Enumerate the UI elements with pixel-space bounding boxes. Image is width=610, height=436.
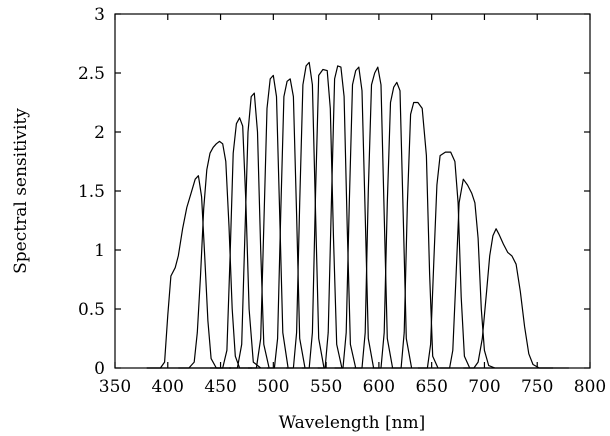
plot-frame	[114, 13, 591, 369]
series-line-16	[463, 228, 554, 369]
series-line-11	[353, 66, 394, 369]
series-line-12	[372, 81, 413, 369]
x-axis-ticks: 350 400 450 500 550 600 650 700 750 800	[99, 14, 606, 397]
series-line-10	[334, 66, 375, 369]
y-tick-label: 0.5	[78, 300, 105, 320]
y-tick-label: 2	[94, 123, 105, 143]
x-tick-label: 500	[257, 377, 289, 397]
x-tick-label: 600	[363, 377, 395, 397]
x-tick-label: 750	[521, 377, 553, 397]
series-line-6	[267, 78, 306, 369]
series-line-1	[146, 175, 232, 369]
x-tick-label: 400	[152, 377, 184, 397]
x-axis-label: Wavelength [nm]	[279, 413, 426, 433]
x-tick-label: 650	[415, 377, 447, 397]
x-tick-label: 800	[574, 377, 606, 397]
x-tick-label: 550	[310, 377, 342, 397]
series-line-3	[210, 117, 262, 369]
series-line-2	[178, 140, 253, 369]
series-line-7	[286, 61, 325, 369]
y-tick-label: 1.5	[78, 182, 105, 202]
y-axis-label: Spectral sensitivity	[11, 108, 31, 274]
y-tick-label: 2.5	[78, 64, 105, 84]
x-tick-label: 450	[204, 377, 236, 397]
series-line-15	[440, 178, 496, 369]
y-axis-ticks: 0 0.5 1 1.5 2 2.5 3	[78, 5, 590, 379]
series-line-9	[317, 65, 357, 369]
series-line-13	[391, 101, 439, 369]
series-curves	[146, 61, 569, 369]
y-tick-label: 3	[94, 5, 105, 25]
x-tick-label: 700	[468, 377, 500, 397]
y-tick-label: 1	[94, 241, 105, 261]
y-tick-label: 0	[94, 359, 105, 379]
series-line-14	[417, 151, 471, 369]
x-tick-label: 350	[99, 377, 131, 397]
series-line-5	[248, 74, 289, 369]
series-line-8	[301, 68, 343, 369]
